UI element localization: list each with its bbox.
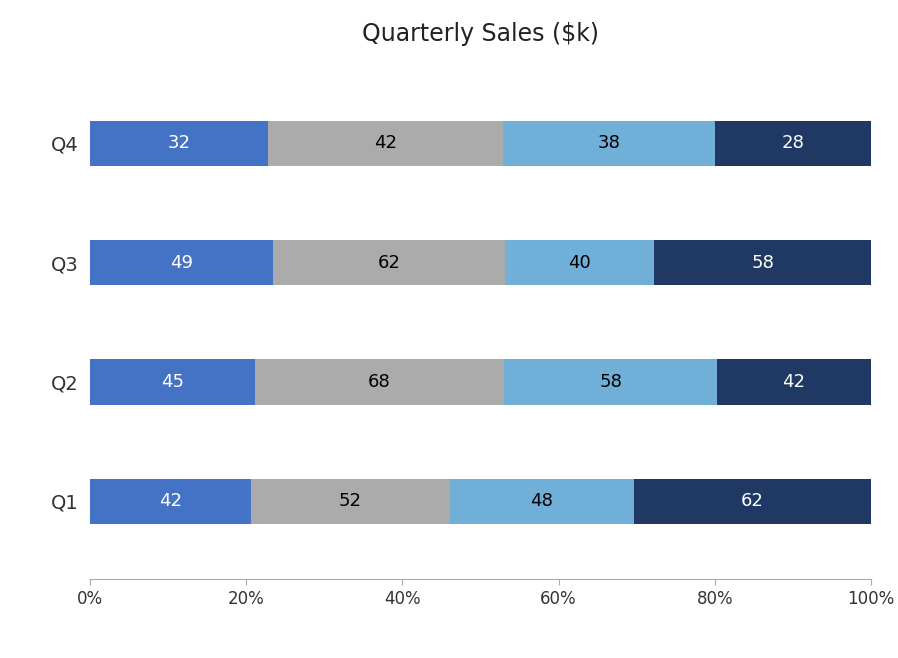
Bar [269, 120, 503, 166]
Title: Quarterly Sales ($k): Quarterly Sales ($k) [362, 22, 599, 46]
Text: 40: 40 [568, 254, 591, 272]
Text: 68: 68 [368, 373, 391, 391]
Bar [273, 240, 505, 286]
Text: 28: 28 [781, 134, 805, 153]
Text: 62: 62 [377, 254, 401, 272]
Bar [90, 359, 255, 405]
Bar [90, 120, 269, 166]
Text: 49: 49 [170, 254, 193, 272]
Bar [655, 240, 871, 286]
Bar [634, 479, 871, 524]
Text: 45: 45 [161, 373, 184, 391]
Bar [503, 120, 715, 166]
Bar [505, 359, 717, 405]
Text: 42: 42 [159, 492, 181, 511]
Text: 48: 48 [530, 492, 553, 511]
Text: 42: 42 [374, 134, 397, 153]
Text: 52: 52 [339, 492, 362, 511]
Bar [505, 240, 655, 286]
Bar [450, 479, 634, 524]
Bar [90, 479, 251, 524]
Text: 58: 58 [599, 373, 622, 391]
Text: 38: 38 [597, 134, 621, 153]
Text: 32: 32 [168, 134, 190, 153]
Bar [251, 479, 450, 524]
Bar [717, 359, 871, 405]
Bar [255, 359, 505, 405]
Bar [715, 120, 871, 166]
Text: 62: 62 [741, 492, 764, 511]
Bar [90, 240, 273, 286]
Text: 58: 58 [752, 254, 774, 272]
Text: 42: 42 [782, 373, 806, 391]
